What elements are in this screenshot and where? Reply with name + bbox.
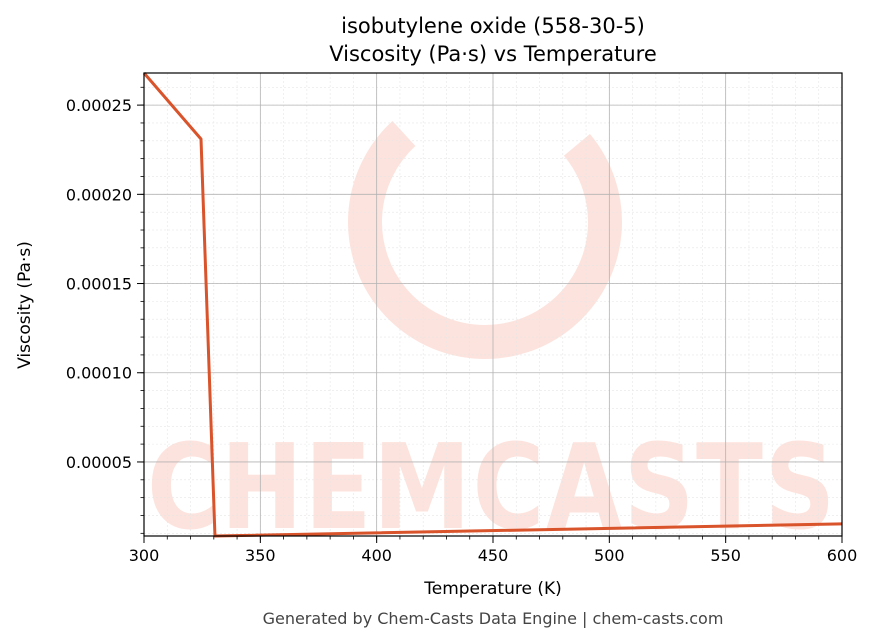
x-axis: 300 350 400 450 500 550 600 bbox=[129, 536, 858, 565]
watermark-logo-ring bbox=[348, 85, 622, 359]
chart-subtitle: Viscosity (Pa·s) vs Temperature bbox=[329, 42, 657, 66]
x-axis-label: Temperature (K) bbox=[423, 579, 562, 599]
watermark: CHEMCASTS bbox=[147, 85, 837, 556]
viscosity-series-line bbox=[142, 72, 843, 538]
y-tick-label: 0.00005 bbox=[66, 453, 132, 472]
x-tick-label: 500 bbox=[594, 546, 625, 565]
y-axis: 0.00005 0.00010 0.00015 0.00020 0.00025 bbox=[66, 86, 144, 534]
y-tick-label: 0.00025 bbox=[66, 96, 132, 115]
x-tick-label: 400 bbox=[361, 546, 392, 565]
grid bbox=[143, 73, 843, 536]
x-tick-label: 350 bbox=[245, 546, 276, 565]
x-tick-label: 550 bbox=[710, 546, 741, 565]
y-tick-label: 0.00015 bbox=[66, 275, 132, 294]
watermark-text: CHEMCASTS bbox=[147, 418, 837, 556]
x-tick-label: 450 bbox=[478, 546, 509, 565]
y-axis-label: Viscosity (Pa·s) bbox=[15, 241, 35, 369]
chart-title: isobutylene oxide (558-30-5) bbox=[341, 14, 645, 38]
y-tick-label: 0.00020 bbox=[66, 185, 132, 204]
x-tick-label: 600 bbox=[827, 546, 858, 565]
y-tick-label: 0.00010 bbox=[66, 364, 132, 383]
footer-credit: Generated by Chem-Casts Data Engine | ch… bbox=[263, 609, 724, 628]
x-tick-label: 300 bbox=[129, 546, 160, 565]
plot-area bbox=[142, 72, 843, 538]
